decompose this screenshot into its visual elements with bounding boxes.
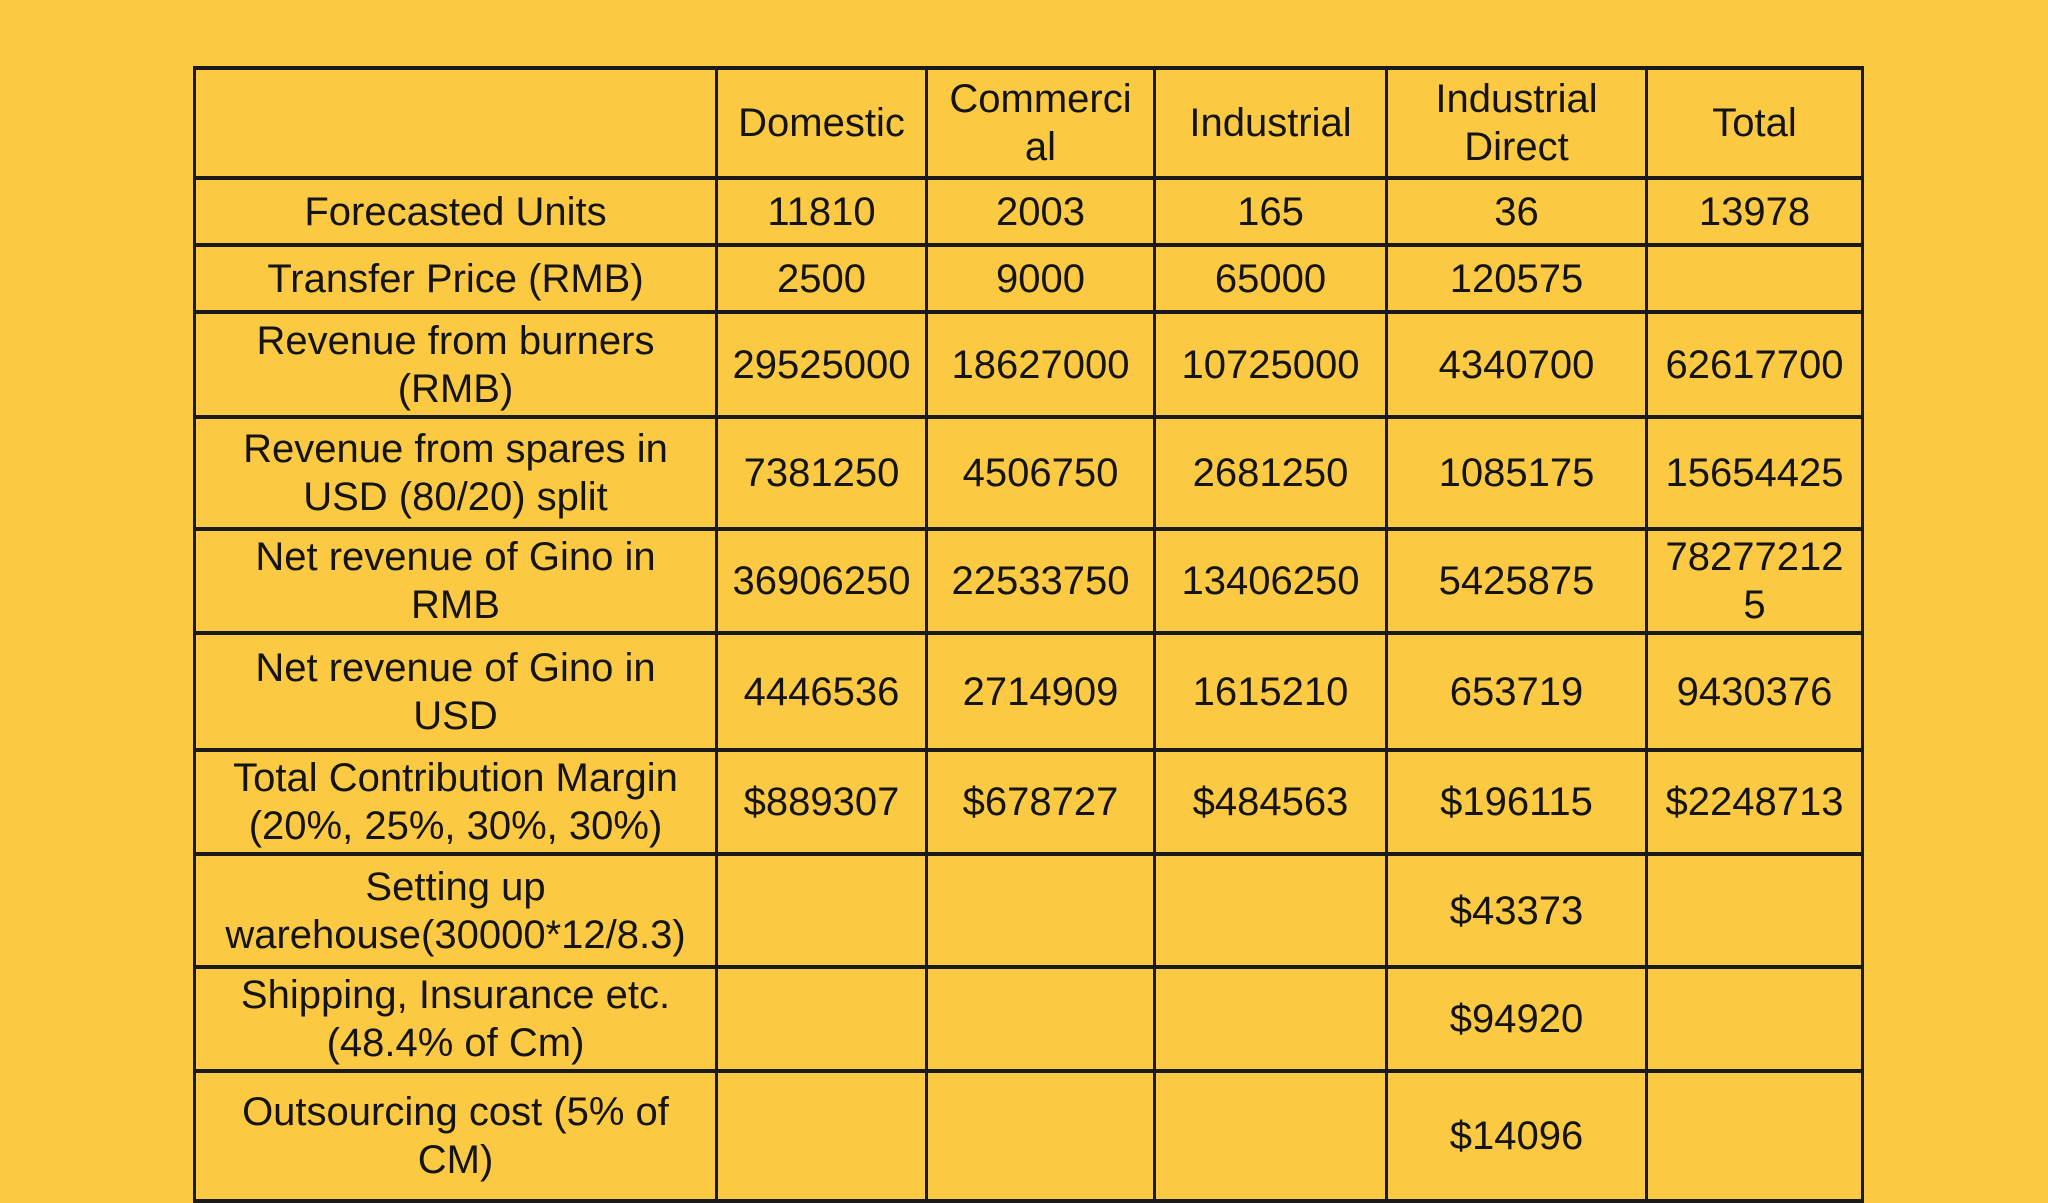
data-cell: 782772125 (1645, 527, 1864, 635)
data-cell (1645, 243, 1864, 314)
data-cell: 13406250 (1153, 527, 1388, 635)
data-cell: 10725000 (1153, 310, 1388, 419)
data-cell: 165 (1153, 176, 1388, 247)
data-cell (715, 1069, 928, 1203)
data-cell: 653719 (1385, 631, 1648, 752)
row-label: Net revenue of Gino in RMB (193, 527, 718, 635)
data-cell (1153, 965, 1388, 1073)
data-cell: 4340700 (1385, 310, 1648, 419)
data-cell: 9000 (925, 243, 1156, 314)
data-cell (925, 965, 1156, 1073)
table-row-net-revenue-usd: Net revenue of Gino in USD 4446536 27149… (193, 631, 1864, 752)
row-label: Forecasted Units (193, 176, 718, 247)
data-cell: 36 (1385, 176, 1648, 247)
slide-canvas: Domestic Commercial Industrial Industria… (193, 66, 1864, 1203)
table-row-revenue-burners: Revenue from burners (RMB) 29525000 1862… (193, 310, 1864, 419)
data-cell (1645, 965, 1864, 1073)
table-row-net-revenue-rmb: Net revenue of Gino in RMB 36906250 2253… (193, 527, 1864, 635)
data-cell: 65000 (1153, 243, 1388, 314)
data-cell: $484563 (1153, 748, 1388, 856)
data-cell (1153, 1069, 1388, 1203)
data-cell: 11810 (715, 176, 928, 247)
data-cell: 22533750 (925, 527, 1156, 635)
data-cell: 1615210 (1153, 631, 1388, 752)
corner-blank-cell (193, 66, 718, 180)
data-cell (715, 852, 928, 969)
col-header-commercial: Commercial (925, 66, 1156, 180)
data-cell: 2681250 (1153, 415, 1388, 531)
data-cell: $2248713 (1645, 748, 1864, 856)
row-label: Outsourcing cost (5% of CM) (193, 1069, 718, 1203)
data-cell (925, 852, 1156, 969)
data-cell: 1085175 (1385, 415, 1648, 531)
financial-projection-table: Domestic Commercial Industrial Industria… (193, 66, 1864, 1203)
row-label: Total Contribution Margin (20%, 25%, 30%… (193, 748, 718, 856)
table-row-revenue-spares: Revenue from spares in USD (80/20) split… (193, 415, 1864, 531)
data-cell: 2714909 (925, 631, 1156, 752)
data-cell (715, 965, 928, 1073)
data-cell: 4446536 (715, 631, 928, 752)
data-cell: 2003 (925, 176, 1156, 247)
data-cell: $43373 (1385, 852, 1648, 969)
row-label: Revenue from burners (RMB) (193, 310, 718, 419)
data-cell (1645, 852, 1864, 969)
table-row-outsourcing-cost: Outsourcing cost (5% of CM) $14096 (193, 1069, 1864, 1203)
data-cell: $889307 (715, 748, 928, 856)
table-row-shipping-insurance: Shipping, Insurance etc. (48.4% of Cm) $… (193, 965, 1864, 1073)
data-cell (925, 1069, 1156, 1203)
data-cell: 36906250 (715, 527, 928, 635)
col-header-industrial: Industrial (1153, 66, 1388, 180)
data-cell: 62617700 (1645, 310, 1864, 419)
row-label: Setting up warehouse(30000*12/8.3) (193, 852, 718, 969)
table-row-forecasted-units: Forecasted Units 11810 2003 165 36 13978 (193, 176, 1864, 247)
data-cell: 4506750 (925, 415, 1156, 531)
data-cell: 5425875 (1385, 527, 1648, 635)
col-header-total: Total (1645, 66, 1864, 180)
table-row-transfer-price: Transfer Price (RMB) 2500 9000 65000 120… (193, 243, 1864, 314)
row-label: Revenue from spares in USD (80/20) split (193, 415, 718, 531)
table-row-contribution-margin: Total Contribution Margin (20%, 25%, 30%… (193, 748, 1864, 856)
data-cell: 7381250 (715, 415, 928, 531)
data-cell: $196115 (1385, 748, 1648, 856)
data-cell (1153, 852, 1388, 969)
col-header-industrial-direct: Industrial Direct (1385, 66, 1648, 180)
data-cell (1645, 1069, 1864, 1203)
data-cell: $94920 (1385, 965, 1648, 1073)
data-cell: 18627000 (925, 310, 1156, 419)
data-cell: 29525000 (715, 310, 928, 419)
data-cell: 13978 (1645, 176, 1864, 247)
data-cell: 2500 (715, 243, 928, 314)
data-cell: $14096 (1385, 1069, 1648, 1203)
data-cell: 120575 (1385, 243, 1648, 314)
row-label: Transfer Price (RMB) (193, 243, 718, 314)
table-header-row: Domestic Commercial Industrial Industria… (193, 66, 1864, 180)
table-row-warehouse-setup: Setting up warehouse(30000*12/8.3) $4337… (193, 852, 1864, 969)
data-cell: 15654425 (1645, 415, 1864, 531)
data-cell: $678727 (925, 748, 1156, 856)
col-header-domestic: Domestic (715, 66, 928, 180)
data-cell: 9430376 (1645, 631, 1864, 752)
row-label: Shipping, Insurance etc. (48.4% of Cm) (193, 965, 718, 1073)
row-label: Net revenue of Gino in USD (193, 631, 718, 752)
